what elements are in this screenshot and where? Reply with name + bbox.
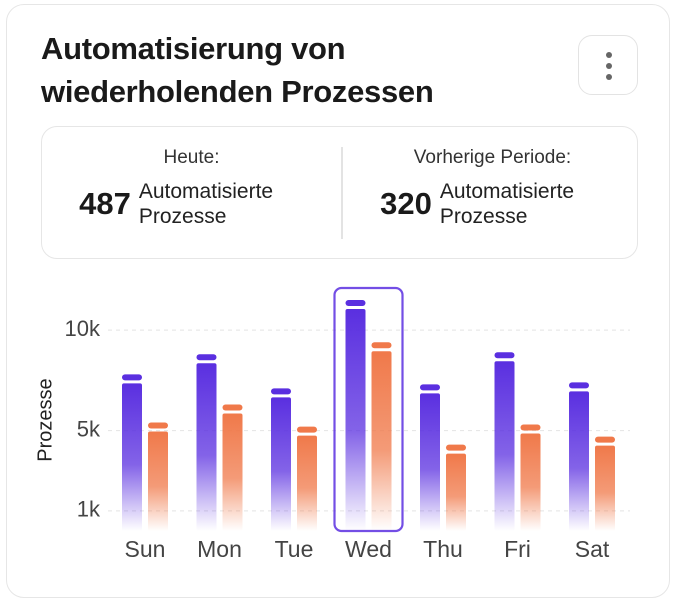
bar [494,352,515,531]
bar [569,382,589,531]
bar-body [595,445,615,531]
bar-cap [371,342,392,349]
bar-body [494,361,515,531]
x-tick-label: Tue [275,536,314,562]
stat-label: Heute: [163,147,220,168]
bar [222,404,243,531]
stat-label: Vorherige Periode: [413,147,572,168]
bar [196,354,217,531]
bar-cap [222,404,243,411]
y-axis-label: Prozesse [34,378,56,461]
stat-unit: Automatisierte Prozesse [138,180,274,228]
bar [595,436,615,531]
x-tick-label: Thu [423,536,463,562]
stat-unit: Automatisierte Prozesse [439,180,575,228]
bar-cap [420,384,440,391]
bar-cap [148,422,168,429]
bar [345,300,366,531]
bar-body [297,435,317,531]
bar-body [520,433,541,531]
highlight-frame [333,286,404,533]
stat-value: 487 [79,186,131,221]
bar [122,374,142,531]
card: Automatisierung von wiederholenden Proze… [6,4,670,598]
bar-body [148,431,168,531]
x-tick-label: Sat [575,536,610,562]
card-title: Automatisierung von wiederholenden Proze… [41,31,434,109]
y-tick-label: 10k [65,316,101,341]
x-tick-label: Mon [197,536,242,562]
bar [271,388,291,531]
bar-body [222,413,243,531]
x-tick-label: Sun [125,536,166,562]
bar [371,342,392,531]
summary-box: Heute: 487 Automatisierte Prozesse Vorhe… [41,126,638,259]
bar-body [345,309,366,531]
bar-cap [569,382,589,389]
bar-cap [122,374,142,381]
bar-body [569,391,589,531]
bar-body [122,383,142,531]
stat-value: 320 [380,186,432,221]
bar-cap [520,424,541,431]
y-tick-label: 5k [77,416,101,441]
bar [446,444,466,531]
bar [297,426,317,531]
stat: Heute: 487 Automatisierte Prozesse [42,147,341,229]
menu-button[interactable] [578,35,638,95]
bar-cap [494,352,515,359]
bar-cap [196,354,217,361]
x-tick-label: Wed [345,536,392,562]
bar-cap [271,388,291,395]
x-tick-label: Fri [504,536,531,562]
y-tick-label: 1k [77,497,101,522]
bar-body [271,397,291,531]
stat: Vorherige Periode: 320 Automatisierte Pr… [343,147,642,229]
bar-body [371,351,392,531]
bar-cap [297,426,317,433]
bar [520,424,541,531]
bar [420,384,440,531]
bar-body [446,453,466,531]
bar-cap [595,436,615,443]
bar-cap [345,300,366,307]
bar-body [420,393,440,531]
bar-body [196,363,217,531]
bar [148,422,168,531]
bar-cap [446,444,466,451]
